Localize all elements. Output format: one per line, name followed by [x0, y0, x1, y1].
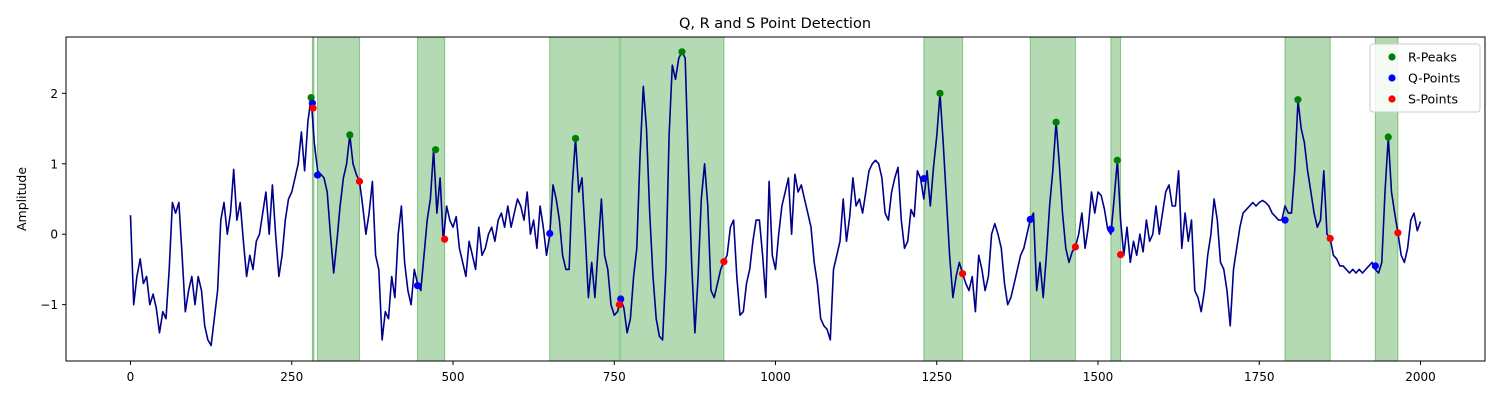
y-tick-label: 2 — [50, 87, 58, 101]
q-point-legend-marker — [1388, 74, 1396, 82]
r-peak-marker-4 — [678, 48, 686, 56]
x-tick-label: 1250 — [921, 370, 952, 384]
q-point-marker-6 — [1026, 215, 1034, 224]
x-tick-label: 750 — [603, 370, 626, 384]
s-point-legend-marker — [1388, 95, 1396, 103]
legend: R-Peaks Q-Points S-Points — [1369, 43, 1481, 113]
r-peak-legend-label: R-Peaks — [1408, 50, 1457, 65]
s-point-marker-6 — [1071, 243, 1080, 251]
point-markers — [307, 48, 1402, 309]
s-point-marker-7 — [1116, 251, 1125, 259]
r-peak-marker-8 — [1294, 96, 1302, 104]
x-tick-label: 0 — [127, 370, 135, 384]
signal-line — [129, 51, 1422, 347]
q-point-marker-5 — [920, 174, 928, 183]
x-axis-ticks: 0 250 500 750 1000 1250 1500 1750 2000 — [127, 361, 1436, 384]
x-tick-label: 1000 — [760, 370, 791, 384]
s-point-marker-2 — [441, 235, 449, 243]
q-point-marker-8 — [1281, 216, 1289, 224]
y-tick-label: 1 — [50, 157, 58, 171]
r-peak-legend-marker — [1388, 53, 1396, 61]
x-tick-label: 500 — [442, 370, 465, 384]
q-point-marker-1 — [313, 171, 322, 179]
r-peak-marker-3 — [571, 134, 580, 143]
shaded-region-6 — [1029, 36, 1076, 362]
signal-series — [129, 51, 1422, 347]
q-point-marker-2 — [413, 282, 422, 290]
r-peak-marker-1 — [346, 131, 354, 139]
shaded-region-4 — [620, 36, 725, 362]
s-point-marker-9 — [1394, 229, 1402, 237]
shaded-region-0 — [311, 36, 315, 362]
q-point-legend-label: Q-Points — [1408, 71, 1460, 86]
shaded-region-1 — [317, 36, 360, 362]
s-point-marker-8 — [1326, 234, 1334, 243]
x-tick-label: 1500 — [1083, 370, 1114, 384]
x-tick-label: 2000 — [1405, 370, 1436, 384]
y-axis-label: Amplitude — [14, 167, 29, 231]
s-point-legend-label: S-Points — [1408, 92, 1458, 107]
r-peak-marker-9 — [1384, 133, 1392, 141]
y-axis-ticks: −1 0 1 2 — [40, 87, 66, 312]
r-peak-marker-6 — [1052, 118, 1060, 126]
r-peak-marker-5 — [936, 89, 944, 97]
shaded-region-3 — [549, 36, 620, 362]
r-peak-marker-0 — [307, 93, 315, 102]
q-point-marker-4 — [617, 295, 625, 303]
y-tick-label: −1 — [40, 298, 58, 312]
chart-title: Q, R and S Point Detection — [679, 16, 871, 32]
x-tick-label: 1750 — [1244, 370, 1275, 384]
s-point-marker-1 — [355, 177, 364, 185]
y-tick-label: 0 — [50, 228, 58, 242]
legend-box — [1369, 43, 1481, 113]
plot-frame — [65, 36, 1486, 362]
r-peak-marker-2 — [431, 146, 440, 154]
s-point-marker-5 — [958, 270, 967, 278]
q-point-marker-7 — [1107, 225, 1115, 233]
q-point-marker-9 — [1371, 262, 1379, 270]
x-tick-label: 250 — [280, 370, 303, 384]
q-point-marker-3 — [546, 229, 554, 238]
s-point-marker-0 — [309, 104, 317, 112]
s-point-marker-4 — [720, 258, 728, 266]
s-point-marker-3 — [615, 301, 624, 309]
r-peak-marker-7 — [1113, 156, 1121, 164]
